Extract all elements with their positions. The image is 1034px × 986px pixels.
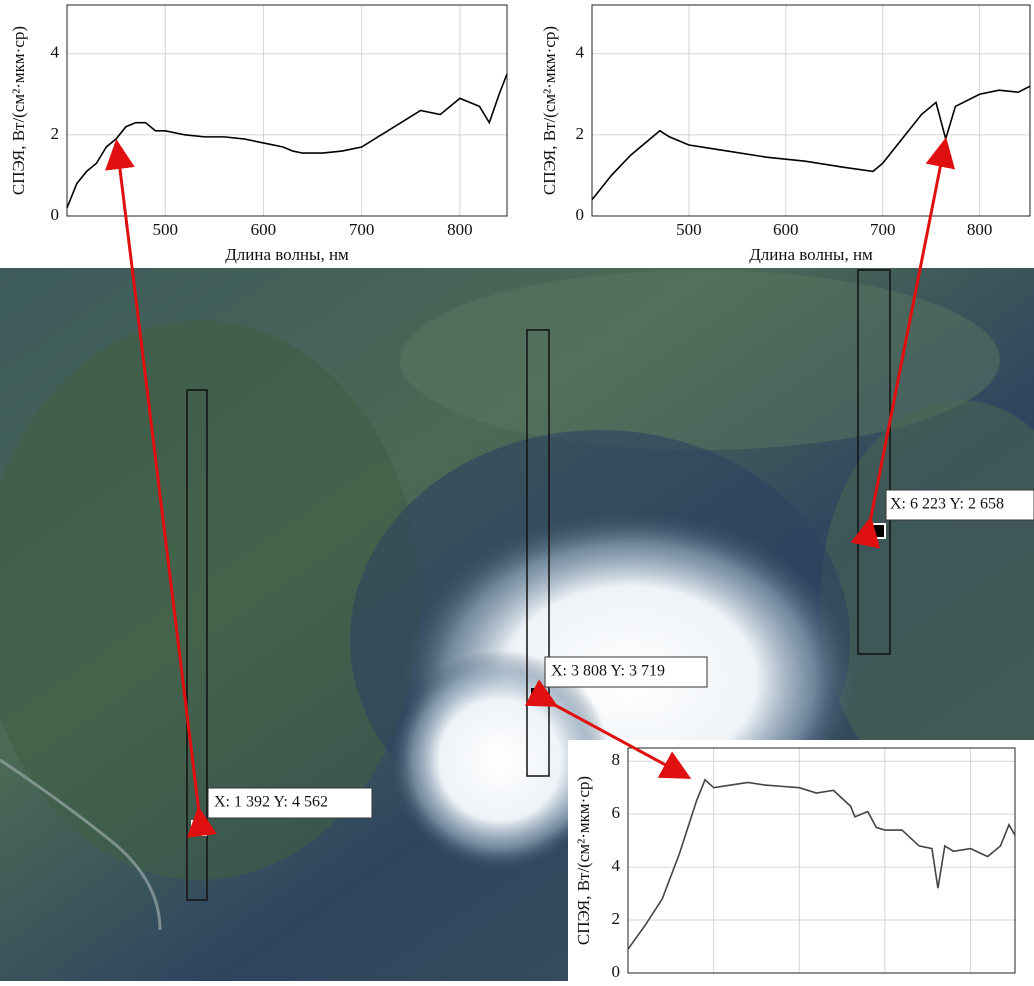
x-tick-label: 600 (773, 220, 799, 239)
y-tick-label: 2 (576, 124, 585, 143)
y-tick-label: 6 (612, 803, 621, 822)
x-tick-label: 800 (447, 220, 473, 239)
plot-area (628, 748, 1015, 973)
y-tick-label: 4 (51, 43, 60, 62)
y-tick-label: 4 (612, 856, 621, 875)
plot-frame (66, 4, 508, 217)
plot-frame (627, 747, 1016, 974)
y-tick-label: 0 (51, 205, 60, 224)
data-line (66, 73, 508, 209)
y-tick-label: 4 (576, 43, 585, 62)
x-tick-label: 700 (349, 220, 375, 239)
plot-area (592, 5, 1030, 216)
y-tick-label: 8 (612, 750, 621, 769)
x-tick-label: 500 (152, 220, 178, 239)
y-tick-label: 2 (612, 909, 621, 928)
y-tick-label: 0 (576, 205, 585, 224)
y-tick-label: 0 (612, 962, 621, 981)
plot-frame (591, 4, 1031, 217)
x-tick-label: 500 (676, 220, 702, 239)
y-axis-label: СПЭЯ, Вт/(см²·мкм·ср) (574, 776, 593, 945)
point-label: X: 3 808 Y: 3 719 (551, 663, 665, 680)
data-line (627, 778, 1016, 950)
point-label: X: 1 392 Y: 4 562 (214, 794, 328, 811)
plot-area (67, 5, 507, 216)
y-axis-label: СПЭЯ, Вт/(см²·мкм·ср) (540, 26, 559, 195)
point-label: X: 6 223 Y: 2 658 (890, 496, 1004, 513)
x-tick-label: 800 (967, 220, 993, 239)
x-tick-label: 700 (870, 220, 896, 239)
x-tick-label: 600 (251, 220, 277, 239)
y-tick-label: 2 (51, 124, 60, 143)
arrows (105, 137, 956, 838)
x-axis-label: Длина волны, нм (749, 245, 873, 264)
y-axis-label: СПЭЯ, Вт/(см²·мкм·ср) (9, 26, 28, 195)
x-axis-label: Длина волны, нм (225, 245, 349, 264)
